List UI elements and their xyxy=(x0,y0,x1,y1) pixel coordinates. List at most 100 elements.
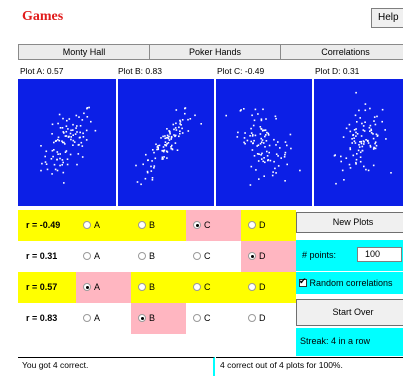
scatter-point xyxy=(348,123,351,126)
radio-button[interactable] xyxy=(138,282,146,291)
scatter-point xyxy=(72,123,74,126)
scatter-point xyxy=(250,140,252,143)
answer-option-a[interactable]: A xyxy=(76,210,131,241)
scatter-point xyxy=(353,129,356,131)
scatter-point xyxy=(355,135,357,137)
scatter-point xyxy=(179,121,182,123)
radio-button[interactable] xyxy=(248,313,256,322)
radio-button[interactable] xyxy=(248,282,256,291)
scatter-point xyxy=(162,158,164,160)
scatter-point xyxy=(51,133,53,135)
plot-c-label: Plot C: -0.49 xyxy=(217,66,265,76)
tab-correlations[interactable]: Correlations xyxy=(280,44,403,60)
new-plots-button[interactable]: New Plots xyxy=(296,212,403,233)
answer-option-d[interactable]: D xyxy=(241,241,296,272)
scatter-point xyxy=(175,129,178,131)
scatter-point xyxy=(273,160,275,163)
radio-button[interactable] xyxy=(83,220,91,229)
scatter-point xyxy=(240,109,242,111)
radio-button[interactable] xyxy=(83,251,91,260)
answer-option-d[interactable]: D xyxy=(241,210,296,241)
scatter-point xyxy=(168,139,171,141)
scatter-point xyxy=(356,133,359,135)
scatter-point xyxy=(360,135,363,137)
scatter-point xyxy=(66,158,69,160)
answer-option-c[interactable]: C xyxy=(186,210,241,241)
scatter-point xyxy=(374,142,376,145)
scatter-point xyxy=(275,153,278,155)
radio-button[interactable] xyxy=(83,313,91,322)
scatter-point xyxy=(161,149,163,152)
scatter-point xyxy=(40,145,42,147)
scatter-point xyxy=(165,150,168,152)
radio-button[interactable] xyxy=(138,220,146,229)
random-correlations-checkbox[interactable] xyxy=(299,276,307,287)
scatter-point xyxy=(72,139,75,142)
status-left: You got 4 correct. xyxy=(18,357,215,376)
answer-option-d[interactable]: D xyxy=(241,303,296,334)
scatter-point xyxy=(264,161,266,164)
scatter-point xyxy=(54,168,57,171)
scatter-point xyxy=(64,135,67,137)
radio-button[interactable] xyxy=(193,220,201,229)
radio-button[interactable] xyxy=(83,282,91,291)
scatter-point xyxy=(73,141,76,143)
answer-option-d[interactable]: D xyxy=(241,272,296,303)
answer-option-a[interactable]: A xyxy=(76,303,131,334)
radio-button[interactable] xyxy=(193,251,201,260)
answer-option-c[interactable]: C xyxy=(186,241,241,272)
scatter-point xyxy=(187,118,189,121)
answer-option-a[interactable]: A xyxy=(76,241,131,272)
scatter-point xyxy=(289,133,292,136)
answer-option-b[interactable]: B xyxy=(131,272,186,303)
points-input[interactable]: 100 xyxy=(357,247,402,262)
option-label: C xyxy=(204,251,211,261)
scatter-point xyxy=(374,141,377,143)
scatter-point xyxy=(353,140,356,142)
radio-button[interactable] xyxy=(193,313,201,322)
scatter-point xyxy=(62,117,64,120)
scatter-point xyxy=(355,163,357,165)
radio-button[interactable] xyxy=(138,313,146,322)
scatter-point xyxy=(283,156,286,158)
scatter-point xyxy=(275,172,277,174)
random-correlations-toggle[interactable]: Random correlations xyxy=(299,276,393,288)
scatter-point xyxy=(166,134,169,137)
scatter-point xyxy=(250,127,252,130)
scatter-point xyxy=(66,163,69,166)
scatter-point xyxy=(51,123,54,126)
start-over-button[interactable]: Start Over xyxy=(296,299,403,326)
scatter-point xyxy=(340,160,342,163)
scatter-point xyxy=(268,144,271,147)
scatter-point xyxy=(364,121,366,123)
answer-option-c[interactable]: C xyxy=(186,303,241,334)
radio-button[interactable] xyxy=(248,220,256,229)
scatter-point xyxy=(370,132,373,134)
answer-option-b[interactable]: B xyxy=(131,303,186,334)
answer-option-b[interactable]: B xyxy=(131,210,186,241)
scatter-point xyxy=(267,159,269,162)
tab-poker-hands[interactable]: Poker Hands xyxy=(149,44,281,60)
scatter-point xyxy=(165,144,167,146)
scatter-point xyxy=(63,132,65,134)
scatter-point xyxy=(76,163,78,166)
scatter-point xyxy=(249,135,251,137)
scatter-point xyxy=(260,154,262,156)
scatter-point xyxy=(355,91,357,94)
scatter-point xyxy=(157,148,160,151)
answer-option-c[interactable]: C xyxy=(186,272,241,303)
tab-monty-hall[interactable]: Monty Hall xyxy=(18,44,150,60)
help-button[interactable]: Help xyxy=(371,8,403,28)
scatter-point xyxy=(243,137,246,139)
answer-option-a[interactable]: A xyxy=(76,272,131,303)
scatter-point xyxy=(356,153,358,155)
scatter-point xyxy=(45,150,48,153)
answer-option-b[interactable]: B xyxy=(131,241,186,272)
radio-button[interactable] xyxy=(138,251,146,260)
scatter-point xyxy=(72,144,74,146)
radio-button[interactable] xyxy=(193,282,201,291)
scatter-point xyxy=(136,181,139,183)
radio-button[interactable] xyxy=(248,251,256,260)
scatter-point xyxy=(256,145,258,147)
scatter-point xyxy=(373,120,375,122)
